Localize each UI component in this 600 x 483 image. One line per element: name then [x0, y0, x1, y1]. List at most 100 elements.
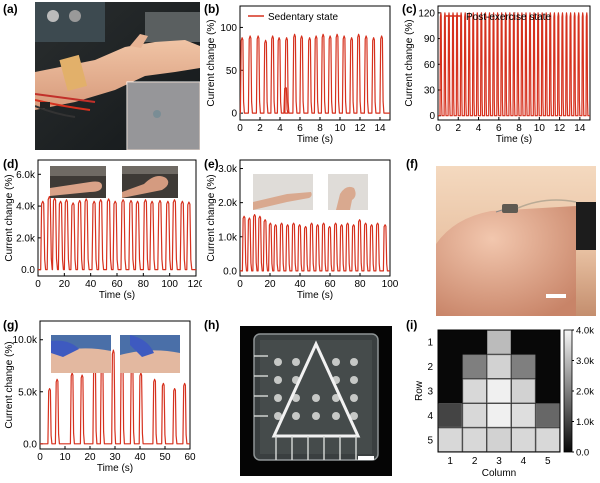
- y-axis-label: Current change (%): [4, 341, 15, 428]
- x-tick-label: 20: [84, 452, 96, 463]
- y-tick-label: 4.0k: [16, 202, 36, 213]
- heatmap-cell: [462, 330, 487, 354]
- x-axis-label: Time (s): [297, 134, 333, 145]
- finger-bent-photo: [122, 166, 178, 198]
- y-axis-label: Current change (%): [206, 19, 217, 106]
- y-tick-label: 0.0: [23, 439, 37, 450]
- plot-frame: [437, 5, 591, 121]
- x-tick-label: 30: [109, 452, 121, 463]
- y-tick-label: 100: [220, 23, 237, 34]
- x-tick-label: 4: [277, 123, 283, 134]
- post-exercise-chart: 0 2 4 6 8 10 12 14 0 30 60 90 120 Time (s) Current cha…: [404, 5, 591, 145]
- heatmap-cell: [438, 427, 463, 452]
- x-tick-label: 4: [476, 123, 482, 134]
- series-line: [38, 195, 196, 271]
- x-tick-label: 6: [297, 123, 303, 134]
- x-tick-label: 40: [85, 279, 97, 290]
- row-tick-label: 5: [427, 435, 433, 446]
- heatmap-cell: [511, 354, 536, 379]
- heatmap-cell: [536, 379, 560, 403]
- x-axis-label: Time (s): [99, 290, 135, 301]
- heatmap-cell: [536, 330, 560, 354]
- heatmap-cell: [487, 330, 512, 355]
- panel-label-i: (i): [406, 318, 418, 332]
- column-tick-label: 2: [472, 456, 478, 467]
- legend-label: Post-exercise state: [466, 12, 551, 23]
- heatmap-cell: [438, 330, 462, 354]
- x-tick-label: 14: [374, 123, 386, 134]
- row-tick-label: 4: [427, 411, 433, 422]
- x-tick-label: 0: [237, 123, 243, 134]
- x-tick-label: 60: [184, 452, 196, 463]
- heatmap-cell: [511, 403, 536, 428]
- panel-label-c: (c): [402, 2, 417, 16]
- column-tick-label: 1: [447, 456, 453, 467]
- column-tick-label: 5: [545, 456, 551, 467]
- x-tick-label: 0: [37, 452, 43, 463]
- panel-label-f: (f): [406, 157, 418, 171]
- heatmap-cell: [535, 427, 560, 452]
- y-tick-label: 0.0: [223, 266, 237, 277]
- series-line: [40, 347, 190, 445]
- x-tick-label: 60: [324, 279, 336, 290]
- x-axis-label: Column: [482, 468, 516, 479]
- heatmap-cell: [487, 354, 512, 379]
- panel-label-a: (a): [3, 2, 18, 16]
- finger-bend-chart: 0 20 40 60 80 100 120 0.0 2.0k 4.0k 6.0k Time (s) Cu…: [4, 159, 202, 301]
- x-tick-label: 2: [257, 123, 263, 134]
- x-tick-label: 20: [264, 279, 276, 290]
- heatmap-cell: [487, 427, 512, 452]
- heatmap-cell: [438, 403, 463, 428]
- x-tick-label: 8: [516, 123, 522, 134]
- finger-point-photo: [253, 174, 313, 210]
- x-axis-label: Time (s): [297, 290, 333, 301]
- heatmap-cell: [487, 378, 512, 403]
- colorbar-tick-label: 2.0k: [576, 387, 594, 398]
- x-tick-label: 10: [334, 123, 346, 134]
- heatmap-cell: [511, 427, 536, 452]
- heatmap-cell: [535, 403, 560, 428]
- y-tick-label: 0: [231, 109, 237, 120]
- column-tick-label: 3: [496, 456, 502, 467]
- hand-press-chart: 0 10 20 30 40 50 60 0.0 5.0k 10.0k Time (s) Current…: [4, 320, 196, 474]
- row-tick-label: 2: [427, 362, 433, 373]
- finger-curl-photo: [328, 174, 368, 210]
- x-axis-label: Time (s): [97, 463, 133, 474]
- heatmap-cell: [438, 354, 462, 379]
- x-axis-label: Time (s): [496, 134, 532, 145]
- plot-frame: [239, 159, 391, 277]
- series-line: [240, 214, 390, 272]
- x-tick-label: 80: [138, 279, 150, 290]
- row-tick-label: 1: [427, 338, 433, 349]
- panel-label-h: (h): [204, 318, 220, 332]
- x-tick-label: 100: [161, 279, 178, 290]
- x-tick-label: 6: [496, 123, 502, 134]
- colorbar-tick-label: 4.0k: [576, 326, 594, 337]
- y-tick-label: 90: [424, 34, 436, 45]
- x-tick-label: 80: [354, 279, 366, 290]
- x-tick-label: 10: [59, 452, 71, 463]
- x-tick-label: 60: [111, 279, 123, 290]
- x-tick-label: 40: [294, 279, 306, 290]
- plot-frame: [239, 5, 391, 121]
- legend-label: Sedentary state: [268, 12, 338, 23]
- wrist-sensor-photo: [35, 2, 200, 150]
- y-tick-label: 50: [226, 66, 238, 77]
- sensor-array-photo: [240, 326, 392, 476]
- x-tick-label: 120: [188, 279, 202, 290]
- heatmap-cell: [511, 330, 536, 354]
- x-tick-label: 40: [134, 452, 146, 463]
- x-tick-label: 100: [382, 279, 399, 290]
- heatmap-cell: [438, 379, 462, 403]
- x-tick-label: 8: [317, 123, 323, 134]
- y-axis-label: Current change (%): [404, 19, 415, 106]
- y-tick-label: 0.0: [21, 265, 35, 276]
- pressure-heatmap: 1234512345ColumnRow0.01.0k2.0k3.0k4.0kCu…: [414, 326, 594, 480]
- x-tick-label: 0: [435, 123, 441, 134]
- x-tick-label: 10: [534, 123, 546, 134]
- x-tick-label: 0: [35, 279, 41, 290]
- sedentary-chart: 0 2 4 6 8 10 12 14 0 50 100 Time (s) Current change …: [206, 5, 391, 145]
- y-tick-label: 0: [429, 111, 435, 122]
- x-tick-label: 20: [59, 279, 71, 290]
- x-tick-label: 12: [554, 123, 566, 134]
